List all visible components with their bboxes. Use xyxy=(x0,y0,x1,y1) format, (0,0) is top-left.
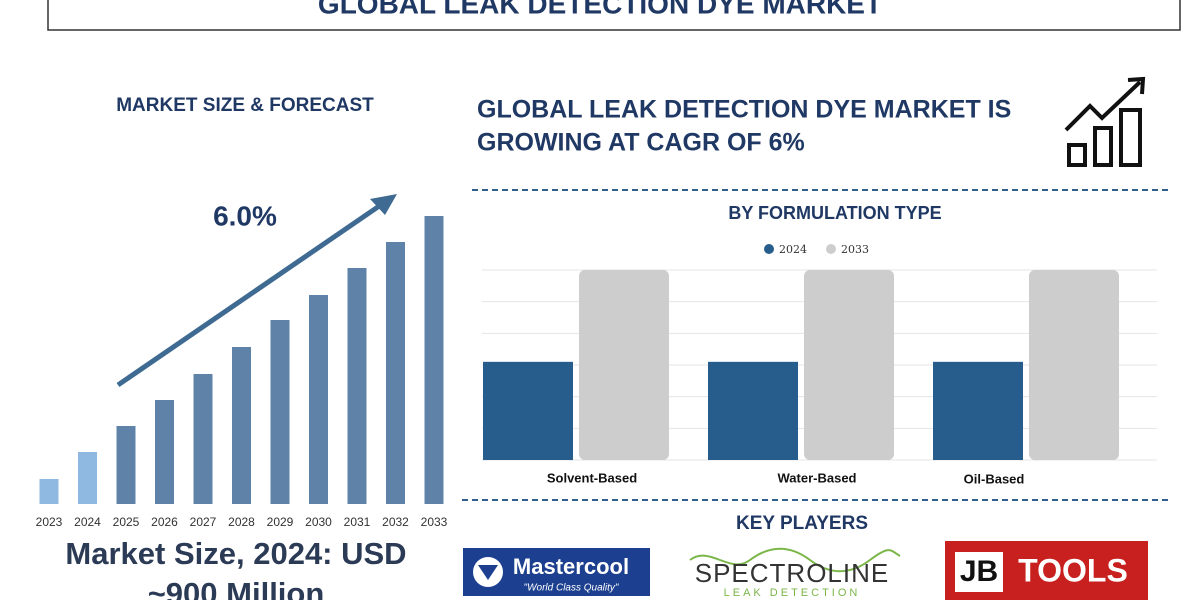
x-tick-label: Water-Based xyxy=(778,470,857,485)
bar xyxy=(193,374,213,504)
legend-label: 2033 xyxy=(841,243,869,256)
x-tick-label: 2033 xyxy=(421,515,448,529)
logo-tagline: LEAK DETECTION xyxy=(724,587,861,599)
x-tick-label: 2031 xyxy=(344,515,371,529)
x-tick-label: 2029 xyxy=(267,515,294,529)
arrow-head xyxy=(370,194,397,215)
annotation: 6.0% xyxy=(213,200,277,231)
bar xyxy=(933,361,1023,460)
x-tick-label: 2028 xyxy=(228,515,255,529)
bar xyxy=(39,479,59,504)
title-box xyxy=(47,0,1181,31)
market-size: ~900 Million xyxy=(148,576,325,600)
x-tick-label: 2024 xyxy=(74,515,101,529)
page-title: GLOBAL LEAK DETECTION DYE MARKET xyxy=(318,0,882,19)
x-tick-label: 2025 xyxy=(113,515,140,529)
x-tick-label: 2032 xyxy=(382,515,409,529)
bar xyxy=(347,268,367,504)
market-size: Market Size, 2024: USD xyxy=(65,536,406,571)
bar xyxy=(804,270,894,460)
bar xyxy=(270,320,290,504)
bar xyxy=(708,361,798,460)
bar xyxy=(116,426,136,504)
legend-label: 2024 xyxy=(779,243,807,256)
bar xyxy=(483,361,573,460)
logo-name: JB xyxy=(960,555,998,588)
logo-inner xyxy=(955,552,1003,592)
logo-tagline: "World Class Quality" xyxy=(524,583,619,594)
bar xyxy=(579,270,669,460)
x-tick-label: Solvent-Based xyxy=(547,470,637,485)
legend-swatch xyxy=(826,244,836,254)
section-title: KEY PLAYERS xyxy=(736,513,868,534)
x-tick-label: 2027 xyxy=(190,515,217,529)
x-tick-label: 2026 xyxy=(151,515,178,529)
logo-emblem xyxy=(478,565,498,580)
bar xyxy=(386,242,405,504)
x-tick-label: 2030 xyxy=(305,515,332,529)
logo-wave xyxy=(689,547,901,573)
growth-arrow xyxy=(116,197,390,388)
headline: GROWING AT CAGR OF 6% xyxy=(477,129,805,157)
x-tick-label: Oil-Based xyxy=(964,471,1025,486)
x-tick-label: 2023 xyxy=(36,515,63,529)
logo-name: Mastercool xyxy=(513,554,629,579)
chart-title: BY FORMULATION TYPE xyxy=(728,203,941,223)
logo-name: SPECTROLINE xyxy=(695,558,890,588)
bar xyxy=(1029,270,1119,460)
bar xyxy=(424,216,444,504)
bar xyxy=(309,295,328,504)
bar xyxy=(78,452,97,504)
bar xyxy=(232,347,251,504)
growth-icon xyxy=(1064,76,1146,167)
headline: GLOBAL LEAK DETECTION DYE MARKET IS xyxy=(477,96,1011,124)
logo-tagline: TOOLS xyxy=(1018,552,1128,588)
legend-swatch xyxy=(764,244,774,254)
chart-title: MARKET SIZE & FORECAST xyxy=(116,95,374,116)
bar xyxy=(155,400,174,504)
